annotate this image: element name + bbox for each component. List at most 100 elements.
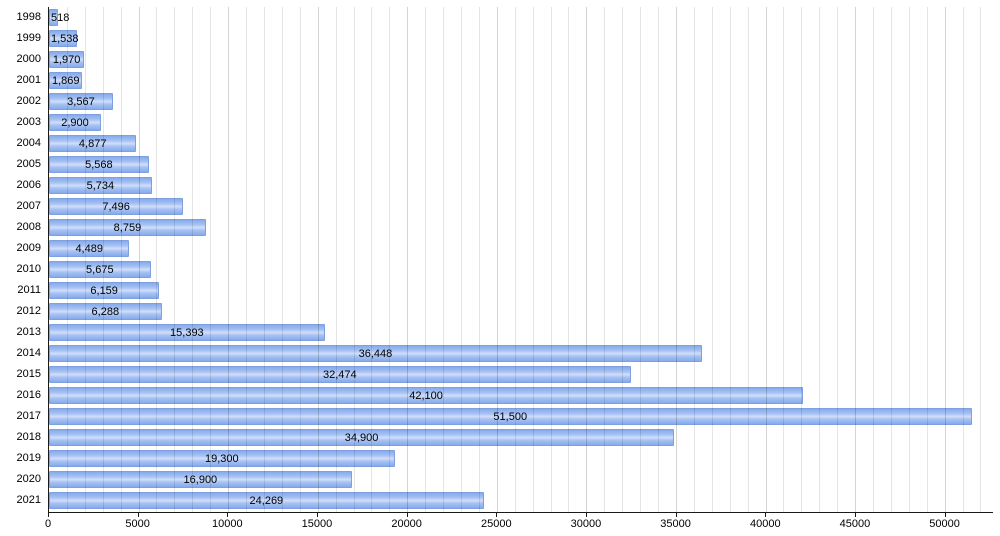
gridline (962, 7, 964, 512)
x-tick-label: 0 (44, 518, 52, 530)
bar (49, 282, 160, 299)
gridline (246, 7, 248, 512)
bar-row: 6,159 (49, 280, 993, 301)
value-label: 5,734 (86, 179, 115, 192)
bar-row: 16,900 (49, 469, 993, 490)
bar (49, 366, 631, 383)
gridline (84, 7, 86, 512)
gridline (855, 7, 857, 512)
gridline (711, 7, 713, 512)
year-label: 1998 (16, 11, 41, 23)
gridline (926, 7, 928, 512)
bar (49, 30, 77, 47)
bar (49, 9, 59, 26)
year-label: 2018 (16, 431, 41, 443)
value-label: 42,100 (409, 389, 443, 402)
gridline (478, 7, 480, 512)
value-label: 6,288 (91, 305, 120, 318)
bar (49, 177, 152, 194)
gridline (908, 7, 910, 512)
bar (49, 345, 702, 362)
gridline (156, 7, 158, 512)
x-tick-label: 35000 (660, 518, 691, 530)
bar-row: 1,970 (49, 49, 993, 70)
gridline (819, 7, 821, 512)
x-tick-mark (227, 513, 229, 517)
x-tick-label: 45000 (839, 518, 871, 530)
year-label: 2000 (16, 53, 41, 65)
bar-row: 7,496 (49, 196, 993, 217)
gridline (837, 7, 839, 512)
bar-row: 51,500 (49, 406, 993, 427)
bar-row: 4,489 (49, 238, 993, 259)
gridline (532, 7, 534, 512)
bar-row: 518 (49, 7, 993, 28)
plot-area: 518 1,538 1,970 1,869 3,567 2,900 4,877 5,568 5,… (48, 7, 993, 513)
bar-row: 3,567 (49, 91, 993, 112)
value-label: 24,269 (249, 494, 284, 507)
bar (49, 429, 675, 446)
bar (49, 408, 972, 425)
value-label: 1,538 (51, 32, 79, 45)
gridline (210, 7, 212, 512)
year-label: 2012 (16, 305, 41, 317)
x-tick-mark (48, 513, 49, 517)
bar (49, 240, 130, 257)
year-label: 2007 (16, 200, 41, 212)
x-tick-label: 40000 (749, 518, 781, 530)
bar (49, 219, 206, 236)
gridline (765, 7, 767, 512)
y-axis-labels: 1998 1999 2000 2001 2002 2003 2004 2005 2006 2007… (0, 7, 44, 513)
year-label: 2006 (16, 179, 41, 191)
x-tick-mark (765, 513, 767, 517)
bar (49, 135, 137, 152)
gridline (389, 7, 391, 512)
x-tick-mark (944, 513, 946, 517)
x-tick-label: 25000 (480, 518, 512, 530)
bar-row: 24,269 (49, 490, 993, 511)
bar (49, 492, 484, 509)
bar (49, 450, 395, 467)
value-label: 3,567 (67, 95, 95, 108)
value-label: 1,869 (51, 74, 80, 87)
year-label: 2014 (16, 347, 41, 359)
year-label: 1999 (16, 32, 41, 44)
x-tick-mark (496, 513, 498, 517)
gridline (496, 7, 498, 512)
gridline (568, 7, 570, 512)
value-label: 16,900 (183, 473, 218, 486)
gridline (801, 7, 803, 512)
value-label: 36,448 (358, 347, 393, 360)
gridline (281, 7, 283, 512)
bar-row: 15,393 (49, 322, 993, 343)
bar (49, 114, 101, 131)
year-label: 2020 (16, 473, 41, 485)
value-label: 4,877 (78, 137, 107, 150)
gridline (66, 7, 68, 512)
bar-row: 36,448 (49, 343, 993, 364)
bar-row: 8,759 (49, 217, 993, 238)
value-label: 15,393 (170, 326, 204, 339)
value-label: 7,496 (102, 200, 130, 213)
gridline (407, 7, 409, 512)
value-label: 51,500 (493, 410, 528, 423)
gridline (371, 7, 373, 512)
bar-row: 19,300 (49, 448, 993, 469)
x-axis: 0 5000 10000 15000 20000 25000 30000 35000 40000… (44, 513, 993, 535)
gridline (299, 7, 301, 512)
bar (49, 51, 85, 68)
year-label: 2010 (16, 263, 41, 275)
gridline (425, 7, 427, 512)
gridline (120, 7, 122, 512)
year-label: 2015 (16, 368, 41, 380)
gridline (550, 7, 552, 512)
bar (49, 471, 352, 488)
value-label: 19,300 (205, 452, 239, 465)
bar-row: 4,877 (49, 133, 993, 154)
gridline (228, 7, 230, 512)
bar (49, 156, 149, 173)
gridline (890, 7, 892, 512)
gridline (944, 7, 946, 512)
gridline (263, 7, 265, 512)
x-tick-label: 15000 (301, 518, 333, 530)
